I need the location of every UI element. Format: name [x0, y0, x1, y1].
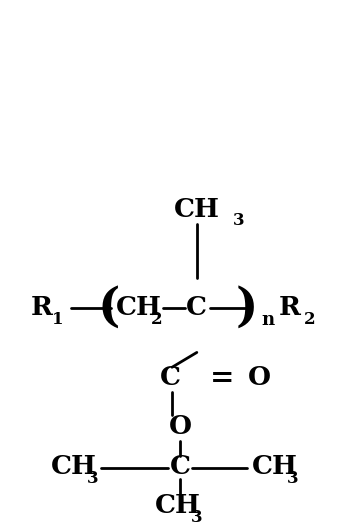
Text: O: O: [168, 414, 191, 439]
Text: CH: CH: [155, 493, 201, 518]
Text: C: C: [169, 454, 190, 479]
Text: ): ): [235, 285, 258, 331]
Text: =: =: [210, 363, 234, 391]
Text: 2: 2: [304, 311, 316, 329]
Text: R: R: [279, 295, 301, 321]
Text: C: C: [160, 364, 181, 390]
Text: C: C: [186, 295, 207, 321]
Text: n: n: [261, 311, 274, 329]
Text: (: (: [97, 285, 120, 331]
Text: O: O: [247, 364, 271, 390]
Text: 3: 3: [232, 213, 244, 230]
Text: 3: 3: [87, 470, 98, 487]
Text: 3: 3: [191, 509, 203, 526]
Text: CH: CH: [116, 295, 161, 321]
Text: 2: 2: [151, 311, 163, 329]
Text: R: R: [31, 295, 53, 321]
Text: CH: CH: [174, 197, 220, 222]
Text: CH: CH: [51, 454, 97, 479]
Text: 3: 3: [287, 470, 299, 487]
Text: CH: CH: [251, 454, 297, 479]
Text: 1: 1: [52, 311, 63, 329]
